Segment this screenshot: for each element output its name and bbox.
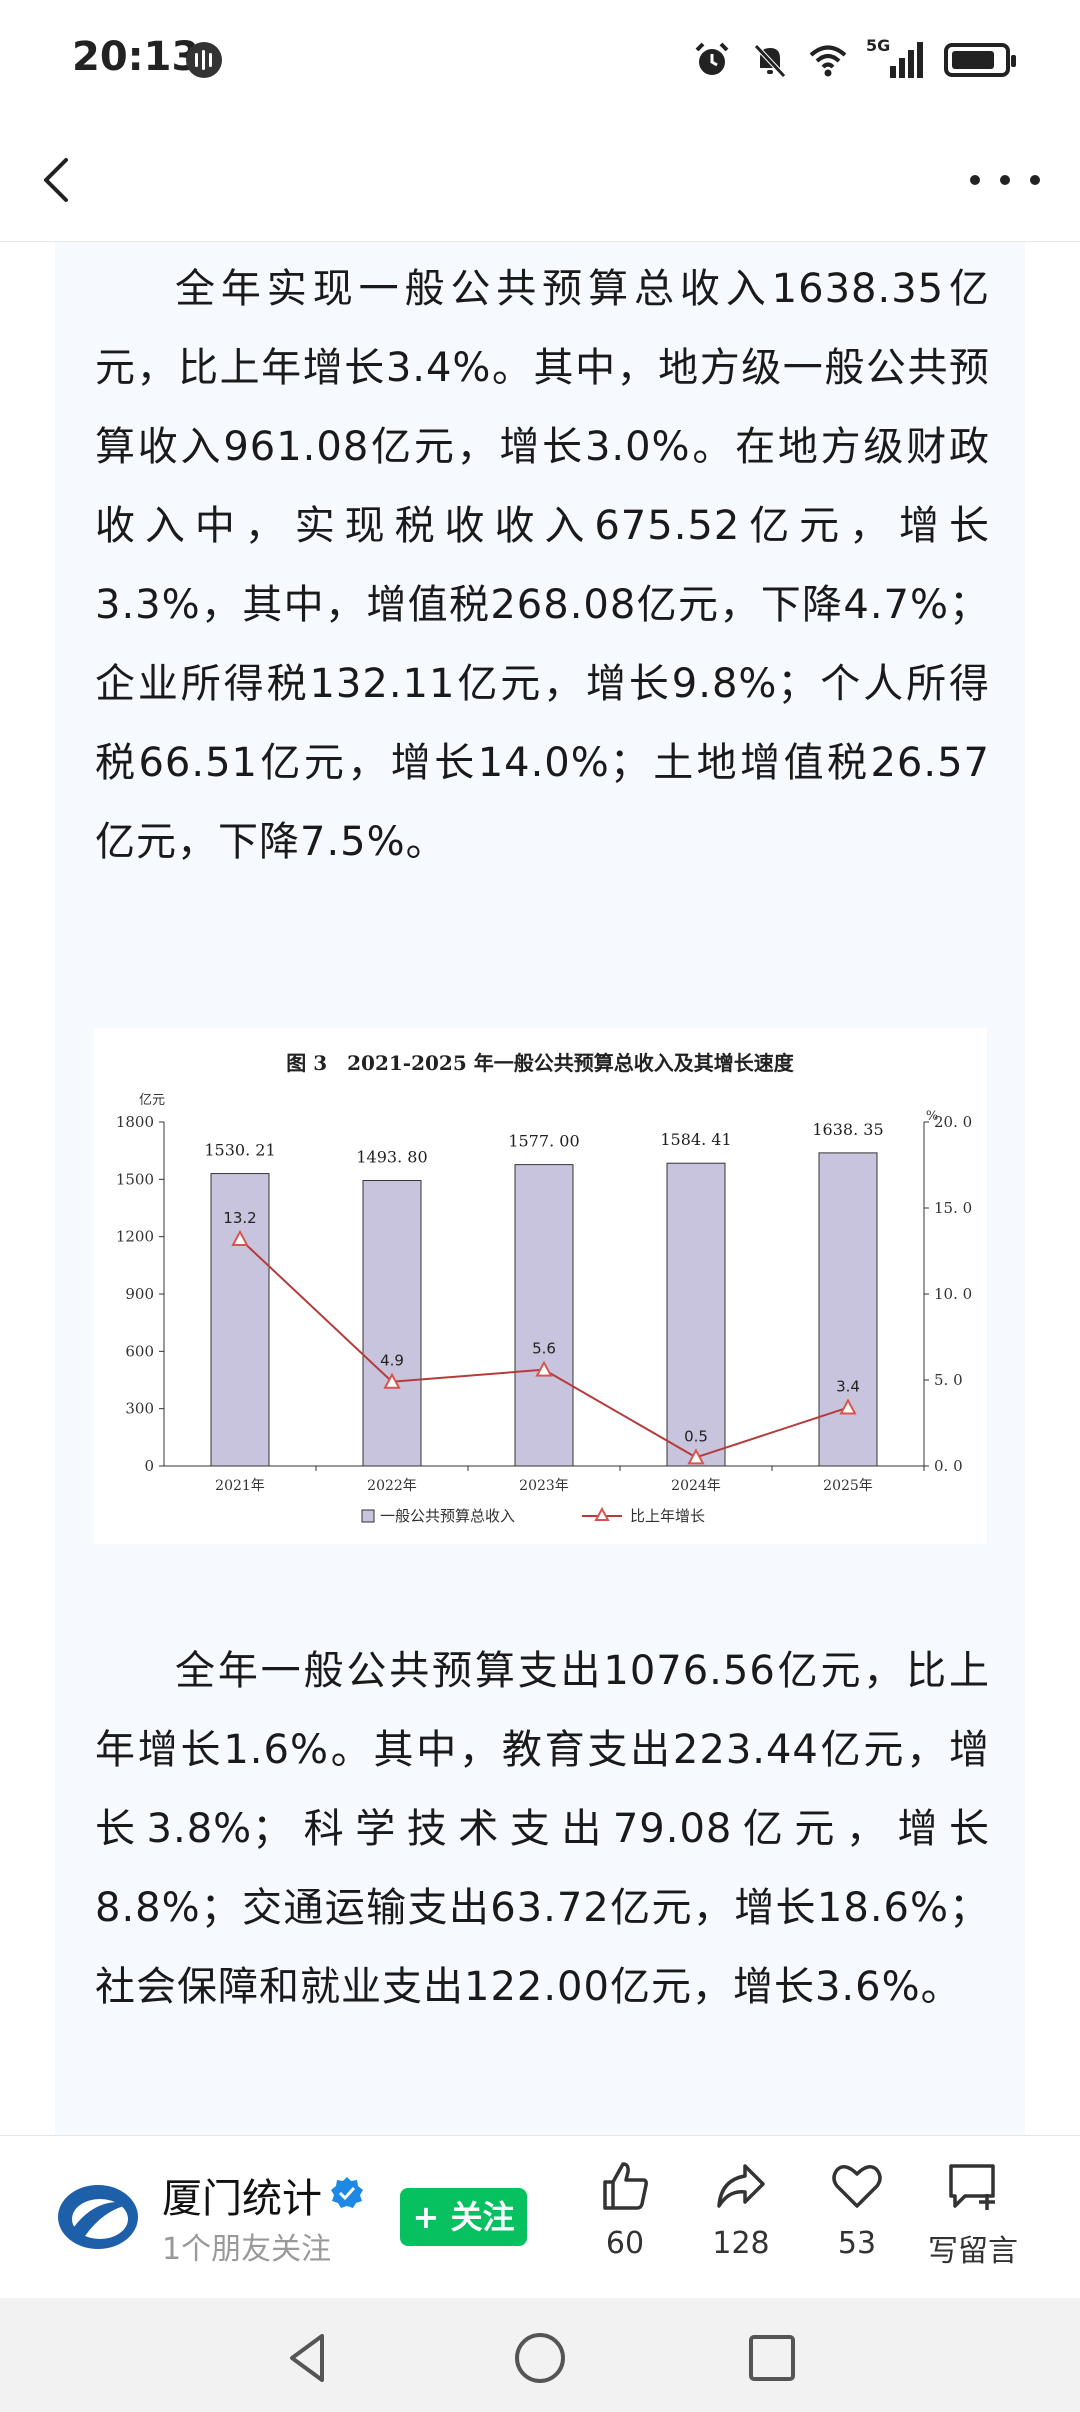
back-arrow-icon[interactable] <box>30 150 90 210</box>
legend-line-marker <box>594 1506 610 1521</box>
write-comment-button[interactable]: 写留言 <box>918 2158 1028 2288</box>
share-count: 128 <box>712 2226 770 2261</box>
legend-line-label: 比上年增长 <box>630 1507 705 1525</box>
signal-5g-icon: 5G <box>866 36 926 80</box>
bar-value-label: 1584. 41 <box>660 1130 731 1149</box>
like-button[interactable]: 60 <box>570 2158 680 2288</box>
growth-value-label: 4.9 <box>380 1352 404 1370</box>
bar-2025年 <box>818 1152 878 1467</box>
follow-button[interactable]: + 关注 <box>400 2188 527 2246</box>
favorite-count: 53 <box>837 2226 877 2261</box>
left-axis-tick-label: 300 <box>125 1400 154 1418</box>
x-axis-tick-label: 2023年 <box>519 1478 569 1494</box>
left-axis-tick-label: 1800 <box>116 1113 154 1131</box>
system-recents-icon[interactable] <box>742 2328 802 2388</box>
article-paragraph-expenditure: 全年一般公共预算支出1076.56亿元，比上年增长1.6%。其中，教育支出223… <box>95 1648 990 2010</box>
legend-bar-swatch <box>361 1509 375 1523</box>
growth-marker-2023年 <box>535 1360 553 1377</box>
account-name[interactable]: 厦门统计 <box>162 2176 322 2222</box>
growth-value-label: 5.6 <box>532 1340 556 1358</box>
share-button[interactable]: 128 <box>686 2158 796 2288</box>
x-axis-tick-label: 2025年 <box>823 1478 873 1494</box>
alarm-icon <box>695 42 729 75</box>
growth-marker-2021年 <box>231 1229 249 1246</box>
status-time: 20:13 <box>72 34 200 80</box>
article-paragraph-revenue: 全年实现一般公共预算总收入1638.35亿元，比上年增长3.4%。其中，地方级一… <box>95 266 990 865</box>
heart-icon <box>832 2165 882 2208</box>
left-axis-tick-label: 1200 <box>116 1228 154 1246</box>
left-axis-tick-label: 600 <box>125 1342 154 1360</box>
x-axis-tick-label: 2022年 <box>367 1478 417 1494</box>
bar-value-label: 1577. 00 <box>508 1132 579 1151</box>
article-content: 全年实现一般公共预算总收入1638.35亿元，比上年增长3.4%。其中，地方级一… <box>55 242 1025 2135</box>
bar-value-label: 1530. 21 <box>204 1141 275 1160</box>
bottom-action-bar: 厦门统计 1个朋友关注 + 关注 60 128 53 写留言 <box>0 2135 1080 2298</box>
revenue-chart: 图 3 2021-2025 年一般公共预算总收入及其增长速度亿元% 0 300 600… <box>94 1028 987 1544</box>
bar-value-label: 1638. 35 <box>812 1120 883 1139</box>
right-axis-tick-label: 0. 0 <box>934 1457 963 1475</box>
left-axis-unit: 亿元 <box>139 1093 165 1108</box>
favorite-button[interactable]: 53 <box>802 2158 912 2288</box>
share-arrow-icon <box>717 2164 765 2208</box>
battery-icon <box>944 43 1016 77</box>
write-comment-label: 写留言 <box>928 2234 1018 2269</box>
chart-title: 图 3 2021-2025 年一般公共预算总收入及其增长速度 <box>286 1051 794 1075</box>
status-bar: 20:13 5G <box>0 0 1080 120</box>
x-axis-tick-label: 2024年 <box>671 1478 721 1494</box>
right-axis-tick-label: 15. 0 <box>934 1199 972 1217</box>
audio-recording-icon <box>186 42 222 78</box>
network-type: 5G <box>866 36 891 55</box>
thumbs-up-icon <box>603 2162 648 2210</box>
right-axis-tick-label: 5. 0 <box>934 1371 963 1389</box>
bar-2021年 <box>210 1173 270 1467</box>
growth-value-label: 0.5 <box>684 1427 708 1445</box>
status-icons: 5G <box>692 36 1016 84</box>
growth-marker-2022年 <box>383 1372 401 1389</box>
right-axis-tick-label: 10. 0 <box>934 1285 972 1303</box>
bar-2022年 <box>362 1180 422 1467</box>
growth-value-label: 13.2 <box>223 1209 256 1227</box>
system-back-icon[interactable] <box>278 2328 338 2388</box>
bar-2023年 <box>514 1164 574 1467</box>
x-axis-tick-label: 2021年 <box>215 1478 265 1494</box>
left-axis-tick-label: 0 <box>144 1457 154 1475</box>
bar-value-label: 1493. 80 <box>356 1148 427 1167</box>
like-count: 60 <box>605 2226 645 2261</box>
wifi-icon <box>809 45 847 77</box>
growth-marker-2024年 <box>687 1448 705 1465</box>
bar-2024年 <box>666 1162 726 1467</box>
verified-badge-icon <box>331 2177 363 2208</box>
mute-bell-icon <box>754 44 786 78</box>
account-logo[interactable] <box>55 2174 141 2260</box>
left-axis-tick-label: 1500 <box>116 1170 154 1188</box>
system-home-icon[interactable] <box>510 2328 570 2388</box>
account-followers-info: 1个朋友关注 <box>162 2232 332 2267</box>
comment-add-icon <box>949 2164 995 2210</box>
legend-bar-label: 一般公共预算总收入 <box>380 1507 515 1525</box>
right-axis-unit: % <box>926 1109 938 1124</box>
nav-bar <box>0 120 1080 242</box>
more-options-icon[interactable] <box>970 160 1040 200</box>
growth-marker-2025年 <box>839 1398 857 1415</box>
left-axis-tick-label: 900 <box>125 1285 154 1303</box>
right-axis-tick-label: 20. 0 <box>934 1113 972 1131</box>
growth-value-label: 3.4 <box>836 1378 860 1396</box>
system-navigation-bar <box>0 2298 1080 2412</box>
